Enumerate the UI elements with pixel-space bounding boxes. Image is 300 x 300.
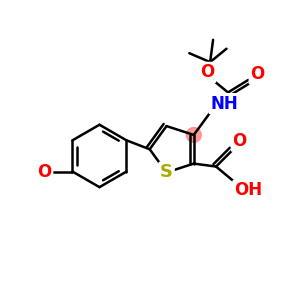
Circle shape xyxy=(186,128,201,142)
Text: O: O xyxy=(250,65,265,83)
Text: NH: NH xyxy=(210,94,238,112)
Text: OH: OH xyxy=(234,182,262,200)
Text: O: O xyxy=(38,163,52,181)
Text: O: O xyxy=(232,132,247,150)
Text: O: O xyxy=(200,63,214,81)
Text: S: S xyxy=(160,164,173,181)
